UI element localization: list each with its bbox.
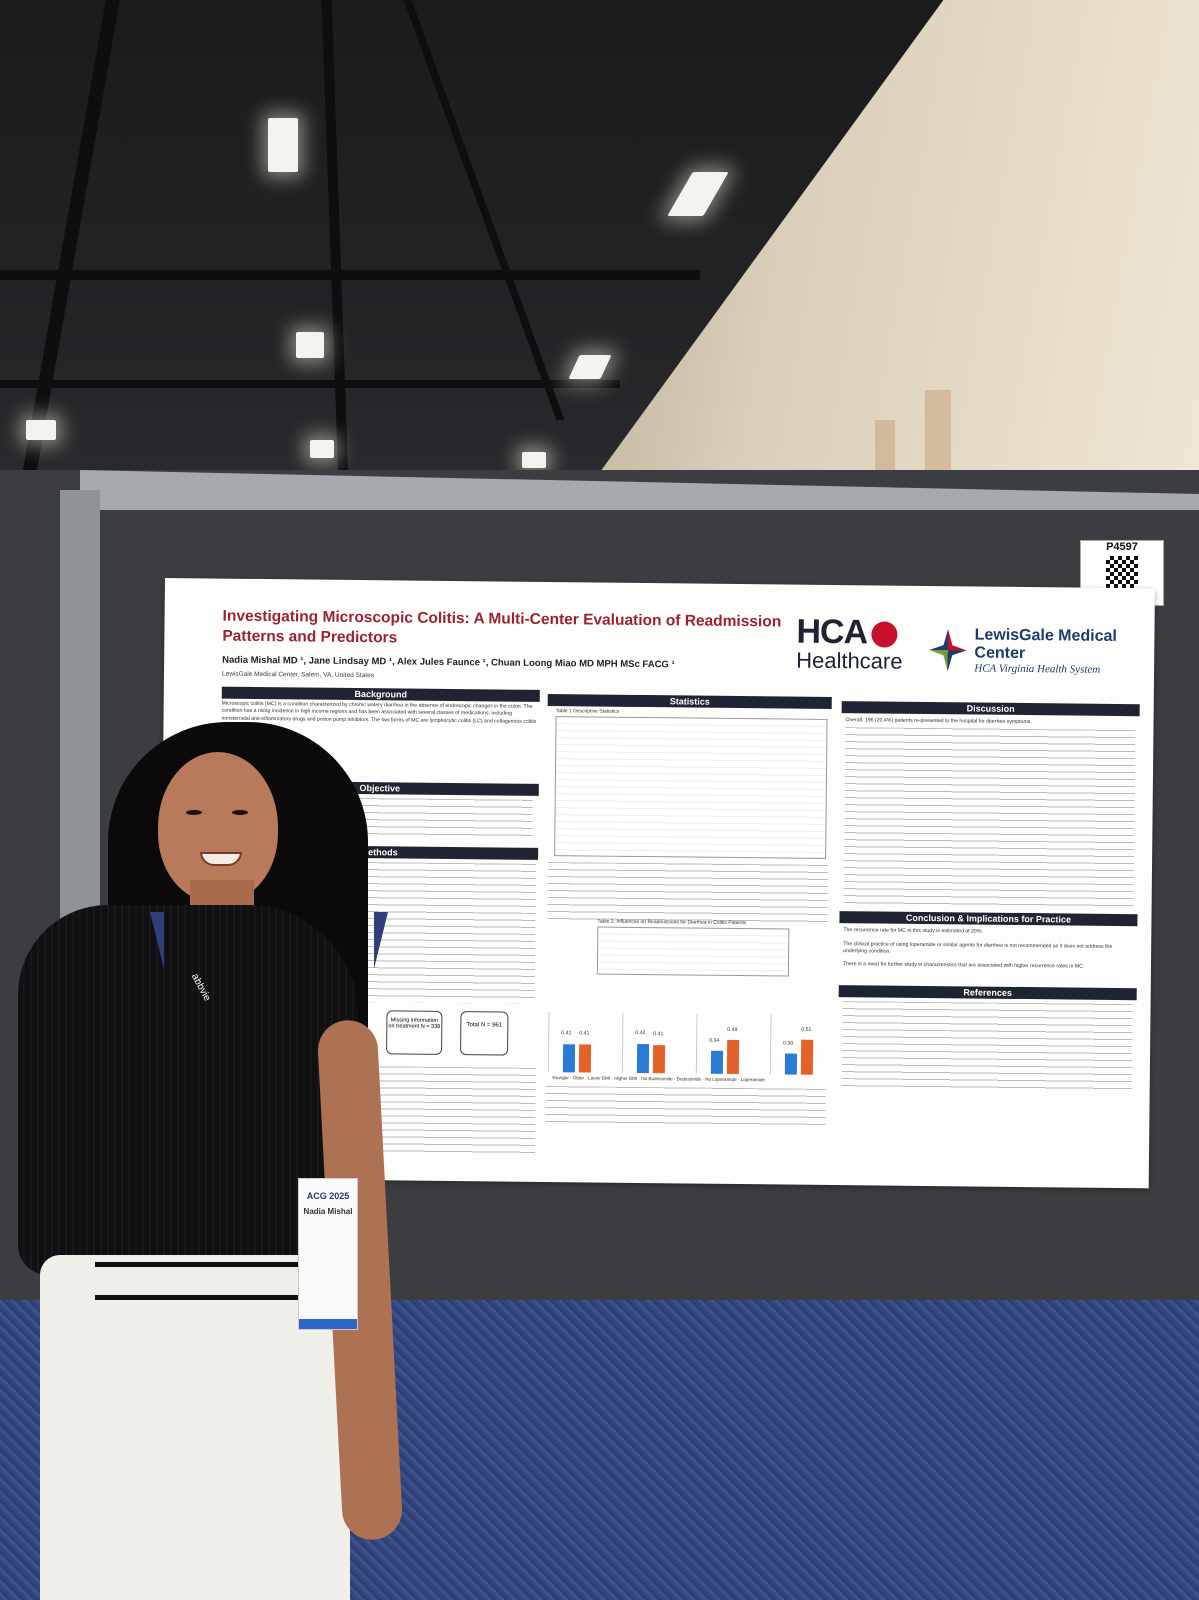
badge-event: ACG 2025: [306, 1191, 350, 1201]
truss-beam: [0, 380, 620, 388]
person-belt: [95, 1262, 310, 1300]
bar-label: 0.30: [783, 1040, 794, 1047]
table1-descriptive-statistics: [554, 716, 828, 859]
truss-beam: [14, 0, 120, 520]
lewisgale-subtitle: HCA Virginia Health System: [974, 662, 1101, 676]
ceiling-light: [26, 420, 56, 440]
lewisgale-star-icon: [929, 629, 967, 671]
poster-title: Investigating Microscopic Colitis: A Mul…: [222, 607, 782, 647]
bar-label: 0.41: [561, 1030, 572, 1037]
methods-total-box: Total N = 961: [460, 1011, 509, 1056]
section-header-conclusion: Conclusion & Implications for Practice: [839, 911, 1138, 927]
hca-logo: HCA Healthcare: [796, 612, 927, 686]
chart-legend: Younger · Older · Lower BMI · Higher BMI…: [551, 1075, 765, 1083]
section-header-statistics: Statistics: [547, 694, 832, 709]
conference-badge: ACG 2025 Nadia Mishal: [298, 1178, 358, 1330]
ceiling-light: [522, 452, 546, 468]
bar-label: 0.42: [635, 1029, 646, 1037]
poster-affiliation: LewisGale Medical Center, Salem, VA, Uni…: [221, 670, 375, 680]
hca-logo-subtext: Healthcare: [796, 647, 903, 674]
ceiling-light: [268, 118, 298, 172]
lewisgale-logo: LewisGale Medical Center HCA Virginia He…: [929, 626, 1150, 688]
legend-item: Lower BMI: [588, 1075, 611, 1081]
hca-cross-icon: [870, 621, 898, 648]
table2-readmission-influences: [596, 926, 790, 977]
section-header-references: References: [838, 985, 1137, 1001]
bar-label: 0.34: [709, 1037, 720, 1044]
chart-age: 0.41 0.41: [547, 1012, 612, 1073]
lanyard-brand: abbvie: [188, 971, 213, 1004]
board-number: P4597: [1106, 541, 1138, 553]
truss-beam: [0, 270, 700, 280]
person-face: [158, 752, 278, 902]
legend-item: Loperamide: [740, 1077, 765, 1083]
section-header-discussion: Discussion: [841, 701, 1140, 717]
legend-item: Younger: [551, 1075, 569, 1081]
badge-strip: [299, 1319, 357, 1329]
bar-no-budesonide: [710, 1050, 724, 1074]
bar-older: [578, 1044, 592, 1073]
references-list: [841, 1001, 1133, 1095]
ceiling-light: [667, 172, 729, 216]
qr-code-icon: [1106, 556, 1138, 588]
poster-authors: Nadia Mishal MD ¹, Jane Lindsay MD ¹, Al…: [222, 654, 675, 671]
section-header-background: Background: [221, 686, 540, 702]
bar-label: 0.41: [653, 1031, 664, 1038]
bar-lower-bmi: [636, 1043, 650, 1074]
chart-loperamide: 0.30 0.51: [769, 1014, 834, 1076]
bar-label: 0.51: [801, 1026, 812, 1033]
bar-loperamide: [800, 1039, 814, 1075]
table1-title: Table 1 Descriptive Statistics: [555, 708, 620, 715]
methods-results-text: [358, 1066, 536, 1158]
legend-item: No Loperamide: [705, 1076, 737, 1083]
chart-budesonide: 0.34 0.49: [695, 1013, 760, 1075]
legend-item: No Budesonide: [641, 1076, 673, 1082]
chart-bmi: 0.42 0.41: [621, 1012, 686, 1074]
discussion-text: Overall, 196 (20.4%) patients re-present…: [845, 717, 1032, 726]
truss-beam: [321, 0, 349, 480]
bar-no-loperamide: [784, 1053, 798, 1075]
legend-item: Budesonide: [676, 1076, 702, 1082]
truss-beam: [403, 0, 565, 420]
ceiling-light: [296, 332, 324, 358]
legend-item: Higher BMI: [614, 1075, 638, 1081]
lewisgale-name: LewisGale Medical Center: [974, 626, 1117, 663]
ceiling-light: [568, 355, 612, 379]
bar-higher-bmi: [652, 1045, 666, 1074]
bar-budesonide: [726, 1039, 740, 1075]
bar-label: 0.49: [727, 1026, 738, 1034]
bar-younger: [562, 1044, 576, 1073]
hca-logo-text: HCA: [796, 612, 868, 652]
conclusion-text-3: There is a need for further study in cha…: [842, 961, 1085, 970]
statistics-text: [547, 862, 829, 925]
bar-label: 0.41: [579, 1030, 590, 1037]
figure-caption: [545, 1086, 826, 1129]
legend-item: Older: [572, 1075, 585, 1081]
discussion-bullets: [843, 727, 1136, 911]
badge-name: Nadia Mishal: [303, 1207, 353, 1216]
conclusion-text-2: The clinical practice of using loperamid…: [843, 941, 1113, 956]
methods-flow-box: Missing information on treatment N = 338: [386, 1010, 443, 1055]
conclusion-text: The recurrence rate for MC in this study…: [843, 927, 983, 935]
ceiling-light: [310, 440, 334, 458]
